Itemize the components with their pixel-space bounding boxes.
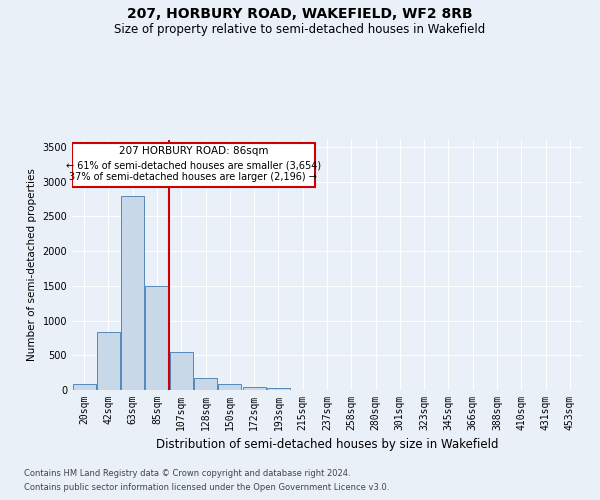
Y-axis label: Number of semi-detached properties: Number of semi-detached properties	[27, 168, 37, 362]
Text: Contains HM Land Registry data © Crown copyright and database right 2024.: Contains HM Land Registry data © Crown c…	[24, 468, 350, 477]
Bar	[73, 384, 95, 390]
Text: 207, HORBURY ROAD, WAKEFIELD, WF2 8RB: 207, HORBURY ROAD, WAKEFIELD, WF2 8RB	[127, 8, 473, 22]
Text: 37% of semi-detached houses are larger (2,196) →: 37% of semi-detached houses are larger (…	[70, 172, 317, 182]
FancyBboxPatch shape	[72, 144, 315, 187]
Text: ← 61% of semi-detached houses are smaller (3,654): ← 61% of semi-detached houses are smalle…	[66, 160, 321, 170]
Text: Size of property relative to semi-detached houses in Wakefield: Size of property relative to semi-detach…	[115, 22, 485, 36]
Bar	[145, 286, 169, 390]
Bar	[170, 352, 193, 390]
Bar	[194, 378, 217, 390]
X-axis label: Distribution of semi-detached houses by size in Wakefield: Distribution of semi-detached houses by …	[156, 438, 498, 452]
Text: Contains public sector information licensed under the Open Government Licence v3: Contains public sector information licen…	[24, 484, 389, 492]
Bar	[97, 332, 120, 390]
Bar	[242, 386, 266, 390]
Text: 207 HORBURY ROAD: 86sqm: 207 HORBURY ROAD: 86sqm	[119, 146, 268, 156]
Bar	[267, 388, 290, 390]
Bar	[121, 196, 144, 390]
Bar	[218, 384, 241, 390]
